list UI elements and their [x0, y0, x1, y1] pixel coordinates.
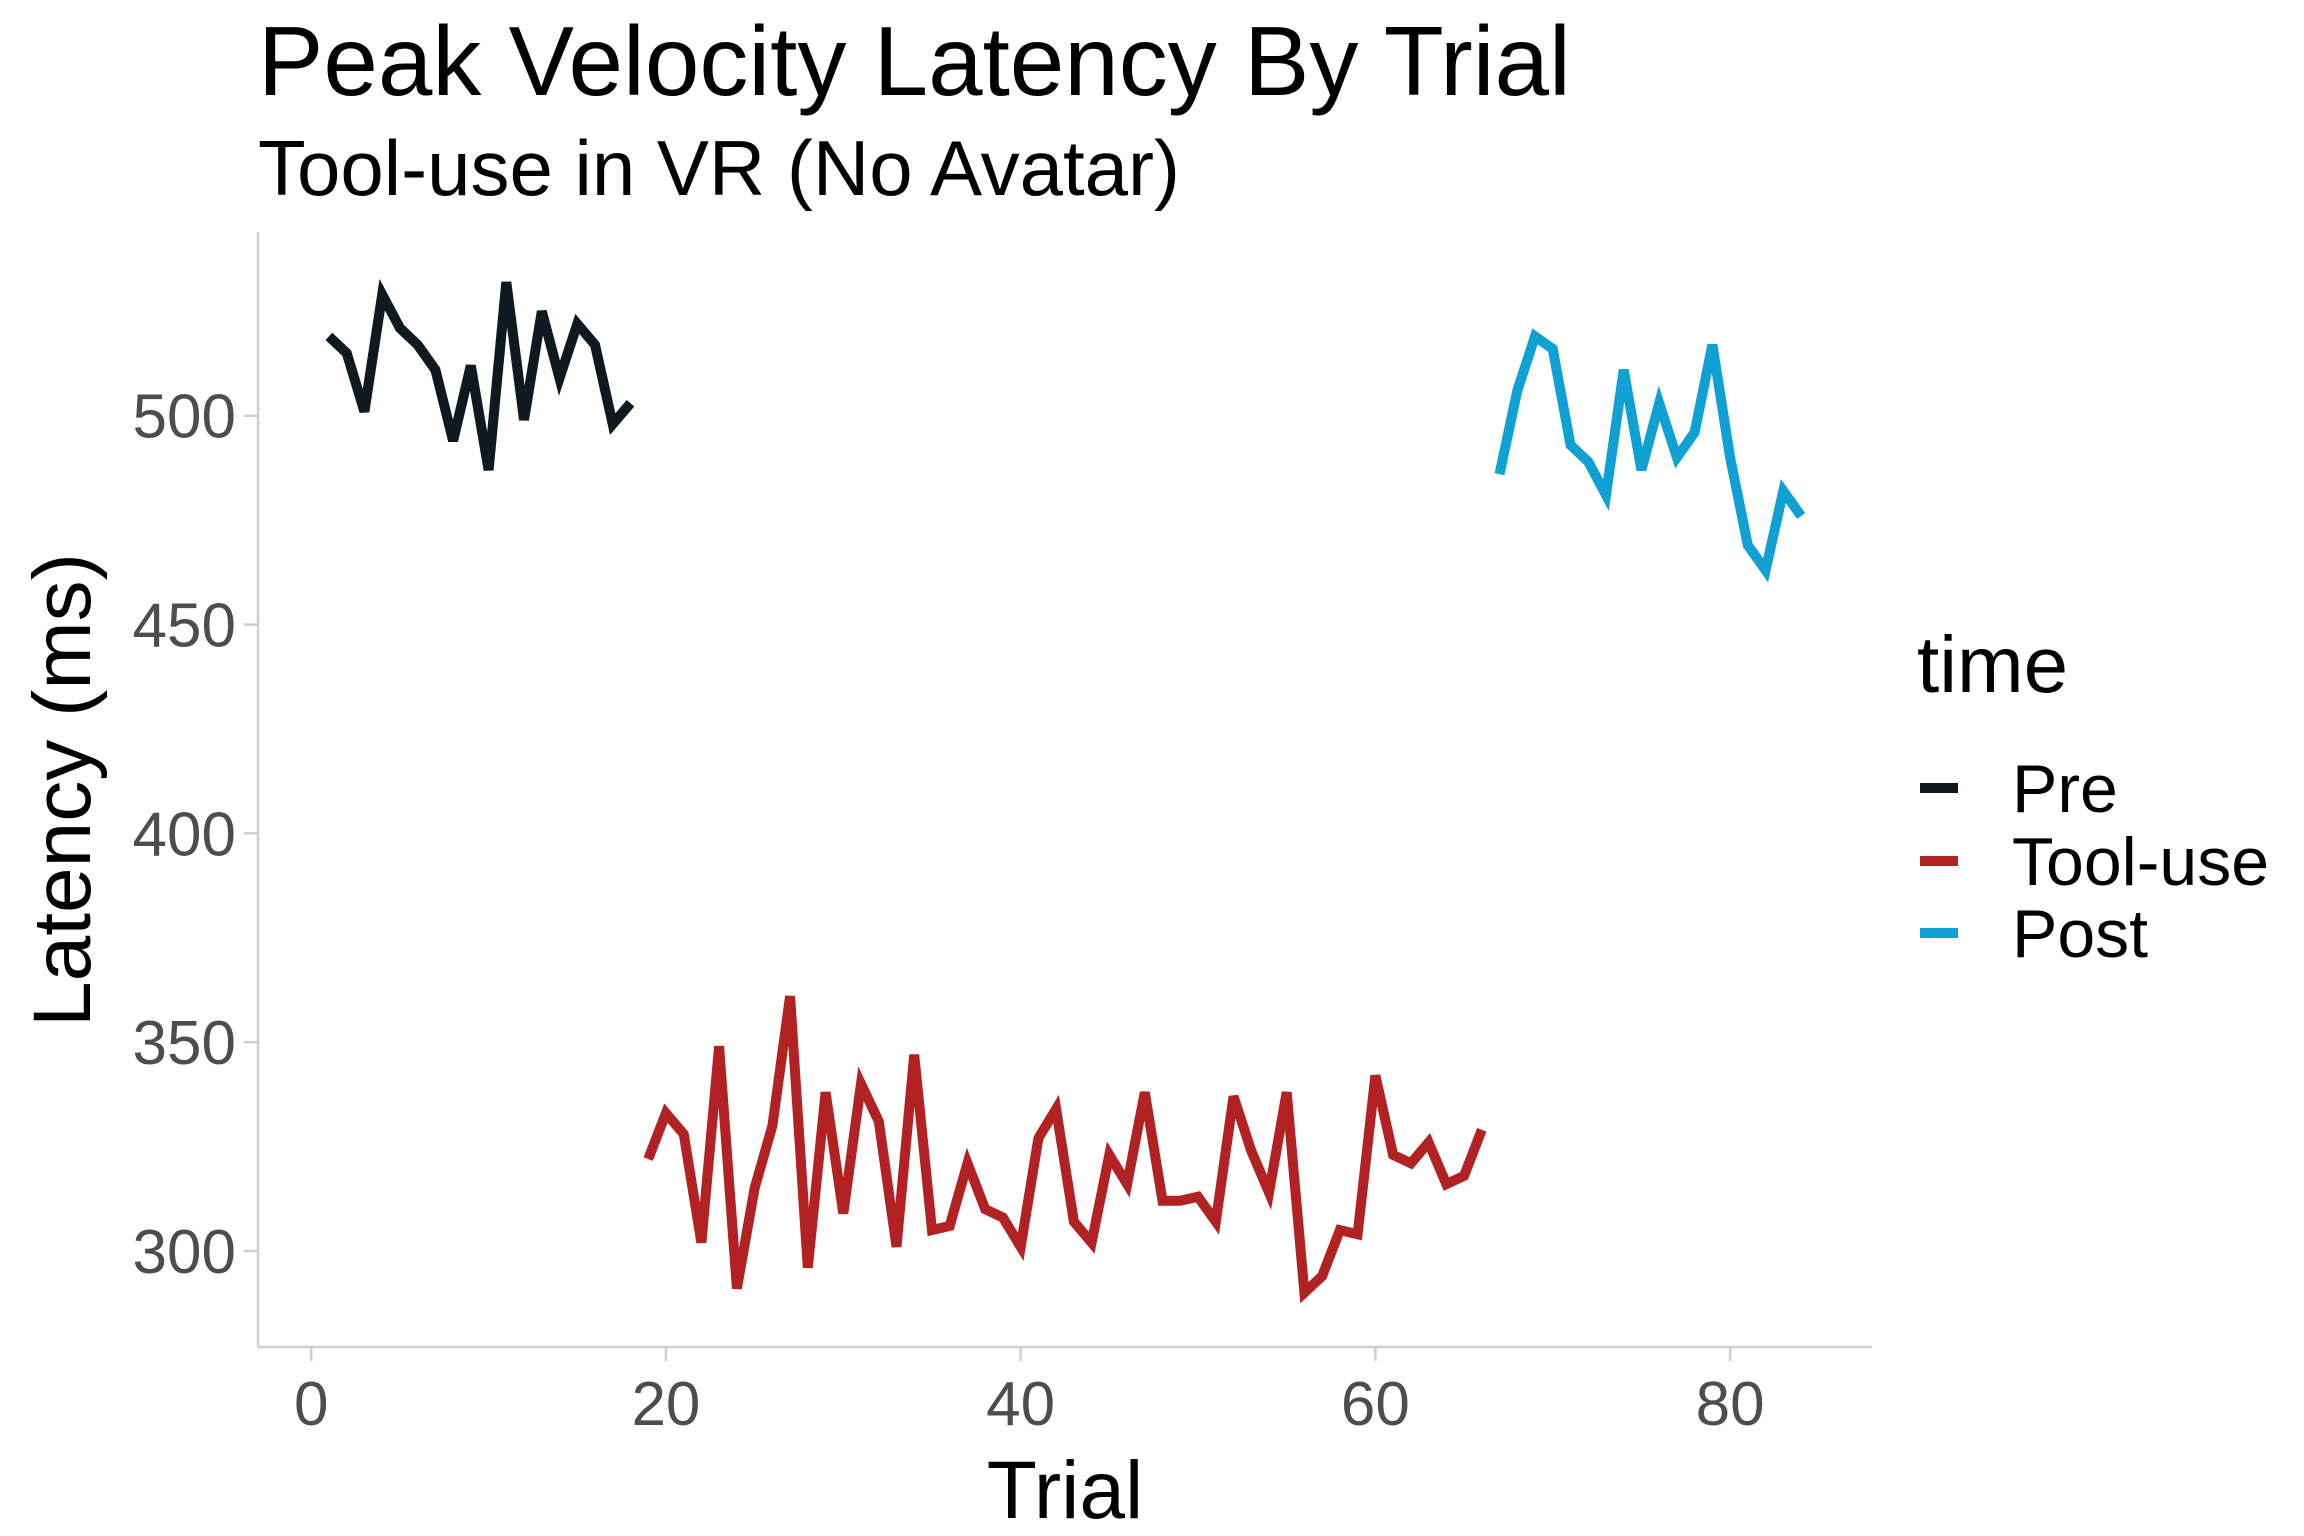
y-tick-label: 500 [133, 383, 236, 452]
y-axis-ticks: 300 350 400 450 500 [133, 383, 258, 1287]
x-tick-label: 80 [1696, 1370, 1765, 1439]
series-group [325, 278, 1806, 1304]
series-line-post [1494, 328, 1806, 583]
x-axis-ticks: 0 20 40 60 80 [294, 1347, 1765, 1439]
legend-title: time [1917, 620, 2068, 709]
x-tick-label: 60 [1341, 1370, 1410, 1439]
series-line-pre [325, 278, 635, 471]
y-tick-label: 300 [133, 1218, 236, 1287]
y-axis-title: Latency (ms) [17, 553, 108, 1027]
y-tick-label: 400 [133, 800, 236, 869]
x-tick-label: 0 [294, 1370, 328, 1439]
chart-subtitle: Tool-use in VR (No Avatar) [258, 124, 1180, 212]
x-tick-label: 40 [986, 1370, 1055, 1439]
y-tick-label: 450 [133, 592, 236, 661]
legend-label-tool-use: Tool-use [2012, 824, 2269, 900]
series-line-tool-use [643, 995, 1487, 1304]
legend-label-pre: Pre [2012, 751, 2118, 827]
chart-title: Peak Velocity Latency By Trial [258, 6, 1571, 116]
x-axis-title: Trial [987, 1445, 1143, 1536]
y-tick-label: 350 [133, 1009, 236, 1078]
legend-label-post: Post [2012, 896, 2148, 972]
x-tick-label: 20 [631, 1370, 700, 1439]
